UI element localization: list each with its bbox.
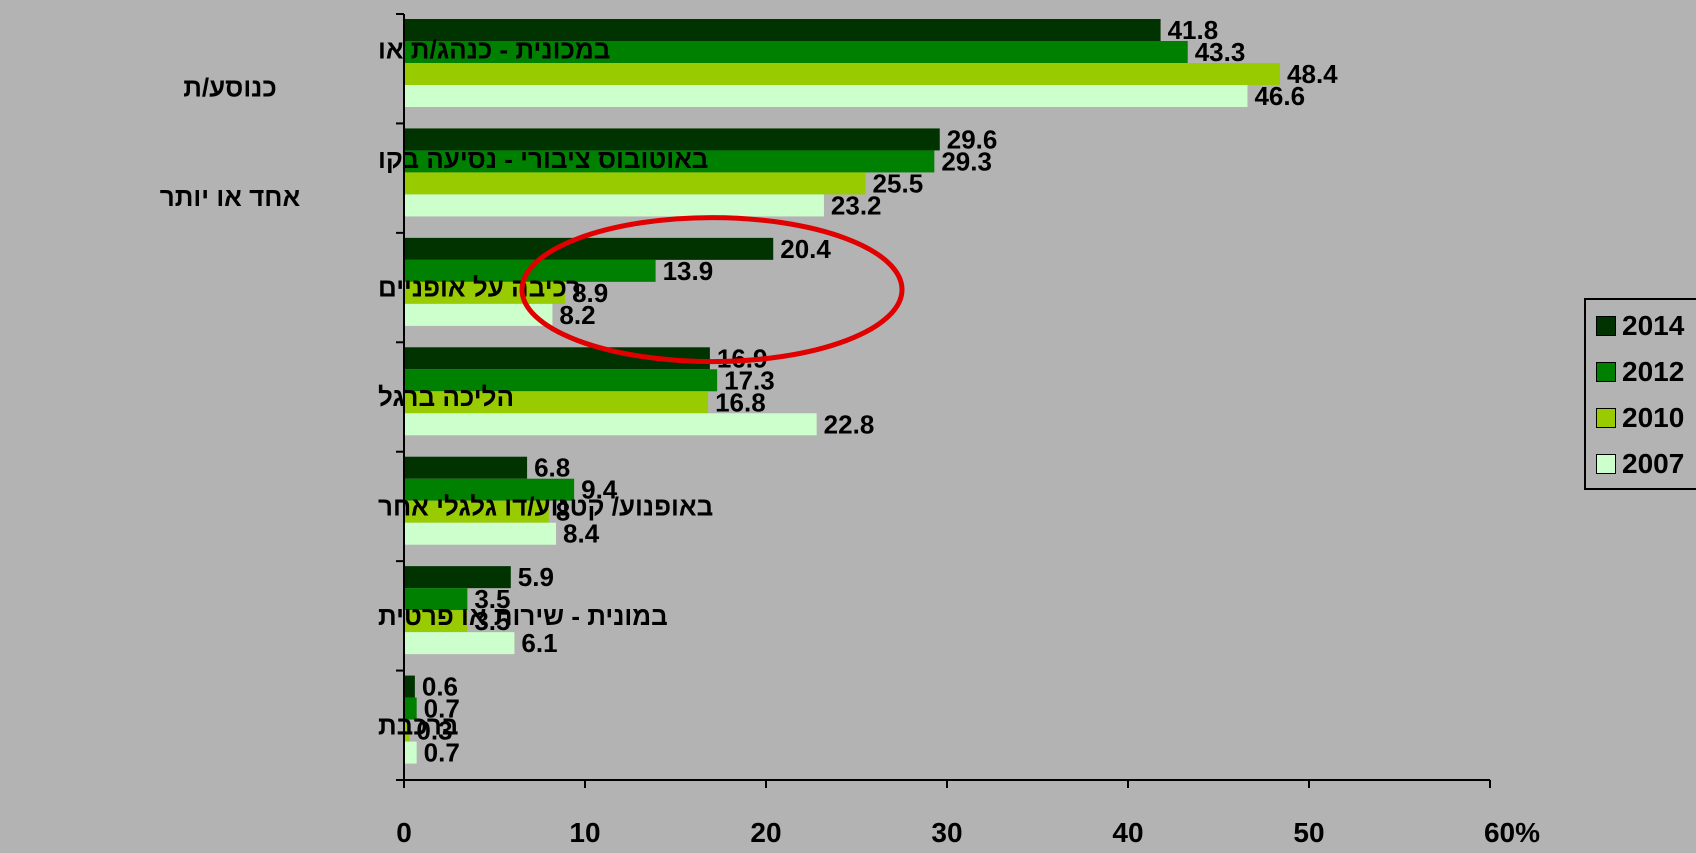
x-tick-label: 30 <box>931 817 962 848</box>
bar-2014-4 <box>404 456 528 479</box>
bar-2010-4 <box>404 500 549 523</box>
value-label-2012-5: 3.5 <box>474 584 510 614</box>
bar-2012-3 <box>404 369 718 392</box>
value-label-2014-2: 20.4 <box>780 234 831 264</box>
category-label-5-0: במונית - שירות או פרטית <box>378 601 668 631</box>
bar-2010-3 <box>404 391 709 414</box>
bar-2012-1 <box>404 150 935 173</box>
bar-2012-0 <box>404 41 1188 63</box>
bar-2007-5 <box>404 632 515 655</box>
legend-item-2007: 2007 <box>1596 446 1684 482</box>
value-label-2012-6: 0.7 <box>424 694 460 724</box>
value-label-2010-1: 25.5 <box>873 168 924 198</box>
bar-2007-4 <box>404 522 557 545</box>
bar-2012-5 <box>404 588 468 611</box>
value-label-2014-5: 5.9 <box>518 562 554 592</box>
value-label-2012-0: 43.3 <box>1195 37 1246 67</box>
legend-label-2007: 2007 <box>1622 448 1685 479</box>
value-label-2010-3: 16.8 <box>715 387 766 417</box>
highlight-ellipse <box>519 215 905 365</box>
category-label-3-0: הליכה ברגל <box>378 382 514 412</box>
value-label-2007-0: 46.6 <box>1254 81 1305 111</box>
value-label-2007-2: 8.2 <box>559 300 595 330</box>
value-label-2014-6: 0.6 <box>422 672 458 702</box>
bar-2014-6 <box>404 675 415 698</box>
bar-2007-3 <box>404 413 817 436</box>
category-label-0-0: במכונית - כנהג/ת או <box>378 35 610 65</box>
bar-2014-2 <box>404 237 774 260</box>
value-label-2007-6: 0.7 <box>424 738 460 768</box>
legend-item-2012: 2012 <box>1596 354 1684 390</box>
legend-swatch-2012 <box>1596 362 1616 382</box>
legend-swatch-2014 <box>1596 316 1616 336</box>
x-tick-label: 50 <box>1293 817 1324 848</box>
bar-2012-6 <box>404 697 417 720</box>
category-label-1-1: אחד או יותר <box>160 182 301 212</box>
legend-label-2014: 2014 <box>1622 310 1685 341</box>
bar-2007-6 <box>404 741 417 764</box>
legend-swatch-2010 <box>1596 408 1616 428</box>
x-tick-label: 40 <box>1112 817 1143 848</box>
legend-swatch-2007 <box>1596 454 1616 474</box>
x-tick-label: 60% <box>1484 817 1540 848</box>
value-label-2010-2: 8.9 <box>572 278 608 308</box>
bar-2012-4 <box>404 478 575 501</box>
value-label-2014-1: 29.6 <box>947 124 998 154</box>
legend-label-2012: 2012 <box>1622 356 1685 387</box>
value-label-2014-4: 6.8 <box>534 453 570 483</box>
bar-2014-5 <box>404 566 511 589</box>
x-tick-label: 10 <box>569 817 600 848</box>
bar-2007-1 <box>404 194 824 217</box>
value-label-2007-1: 23.2 <box>831 190 882 220</box>
value-label-2010-5: 3.5 <box>474 606 510 636</box>
legend-item-2010: 2010 <box>1596 400 1684 436</box>
bar-2014-0 <box>404 19 1161 41</box>
value-label-2010-6: 0.3 <box>416 716 452 746</box>
bar-2007-0 <box>404 85 1248 107</box>
value-label-2010-0: 48.4 <box>1287 59 1338 89</box>
legend-label-2010: 2010 <box>1622 402 1685 433</box>
legend-item-2014: 2014 <box>1596 308 1684 344</box>
bar-2010-5 <box>404 610 468 633</box>
category-label-0-1: כנוסע/ת <box>183 73 277 103</box>
value-label-2014-0: 41.8 <box>1168 15 1219 45</box>
value-label-2007-5: 6.1 <box>521 628 557 658</box>
value-label-2007-4: 8.4 <box>563 519 600 549</box>
bar-2010-6 <box>404 719 410 742</box>
category-label-6-0: ברכבת <box>378 710 459 740</box>
x-tick-label: 20 <box>750 817 781 848</box>
bar-2007-2 <box>404 303 553 326</box>
bar-2010-0 <box>404 63 1281 85</box>
category-label-2-0: רכיבה על אופניים <box>378 273 581 303</box>
category-label-1-0: באוטובוס ציבורי - נסיעה בקו <box>378 144 708 174</box>
value-label-2012-2: 13.9 <box>663 256 714 286</box>
bar-2014-1 <box>404 128 940 151</box>
value-label-2007-3: 22.8 <box>824 409 875 439</box>
bar-2010-1 <box>404 172 866 195</box>
value-label-2012-3: 17.3 <box>724 365 775 395</box>
category-label-4-0: באופנוע/ קטנוע/דו גלגלי אחר <box>378 491 713 521</box>
value-label-2010-4: 8 <box>556 497 570 527</box>
value-label-2012-1: 29.3 <box>941 146 992 176</box>
value-label-2012-4: 9.4 <box>581 475 618 505</box>
x-tick-label: 0 <box>396 817 412 848</box>
legend: 2014 2012 2010 2007 <box>1584 298 1696 490</box>
